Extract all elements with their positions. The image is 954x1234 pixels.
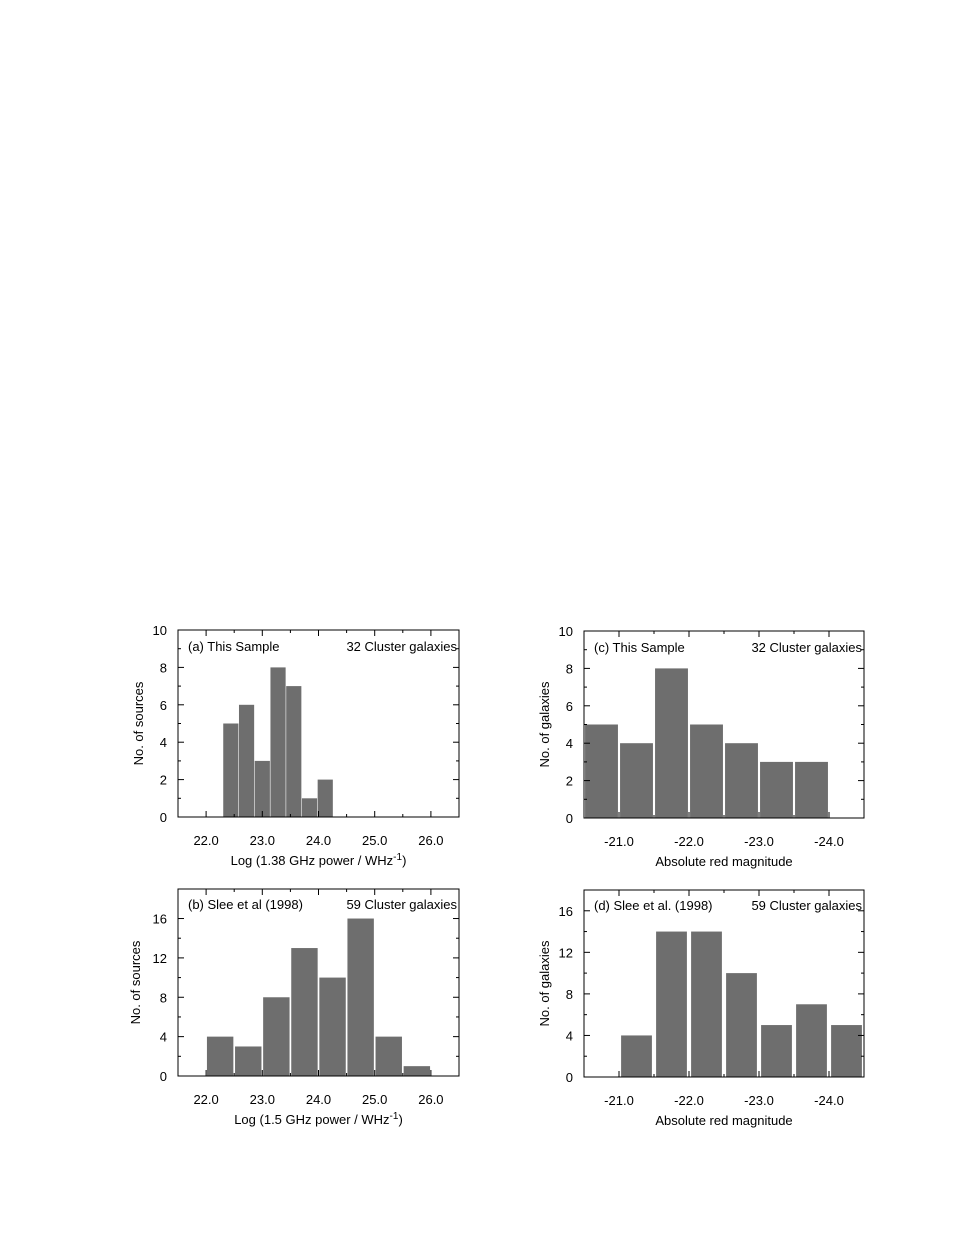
ytick-label-a-3: 6 — [160, 698, 167, 713]
ytick-label-a-2: 4 — [160, 735, 167, 750]
ytick-label-c-3: 6 — [566, 699, 573, 714]
bar-b-7 — [403, 1066, 431, 1076]
panel-b: 0 4 8 12 16 22.0 23.0 24.0 25.0 26.0 (b) Slee et a… — [128, 888, 460, 1128]
xtick-label-b-2: 24.0 — [306, 1092, 331, 1107]
ytick-label-b-4: 16 — [153, 912, 167, 927]
xtick-label-c-1: -22.0 — [674, 834, 704, 849]
bar-d-0 — [621, 1035, 652, 1077]
panel-a: 0 2 4 6 8 10 22.0 23.0 24.0 25.0 26.0 (a) This Samp… — [131, 623, 460, 869]
ytick-label-d-3: 12 — [559, 945, 573, 960]
ytick-label-d-4: 16 — [559, 904, 573, 919]
bar-c-6 — [795, 761, 828, 818]
bar-c-5 — [760, 761, 793, 818]
panel-count-annotation-d: 59 Cluster galaxies — [751, 898, 862, 913]
panel-annotation-a: (a) This Sample — [188, 639, 280, 654]
bar-d-6 — [831, 1025, 862, 1077]
ytick-label-c-1: 2 — [566, 774, 573, 789]
panel-d: 0 4 8 12 16 -21.0 -22.0 -23.0 -24.0 (d) Slee et a… — [537, 889, 865, 1128]
ytick-label-b-1: 4 — [160, 1030, 167, 1045]
bar-b-0 — [206, 1036, 234, 1076]
xlabel-c: Absolute red magnitude — [655, 854, 792, 869]
bar-a-2 — [254, 760, 270, 817]
ytick-label-c-5: 10 — [559, 624, 573, 639]
bar-b-6 — [375, 1036, 402, 1076]
bar-a-3 — [270, 667, 286, 817]
ytick-label-b-3: 12 — [153, 951, 167, 966]
bar-b-5 — [347, 918, 374, 1076]
xtick-label-d-1: -22.0 — [674, 1093, 704, 1108]
xtick-label-c-2: -23.0 — [744, 834, 774, 849]
bar-d-5 — [796, 1004, 827, 1077]
xtick-label-c-0: -21.0 — [604, 834, 634, 849]
panel-count-annotation-b: 59 Cluster galaxies — [346, 897, 457, 912]
bar-b-1 — [235, 1046, 262, 1076]
bar-d-3 — [726, 973, 757, 1077]
xtick-label-d-0: -21.0 — [604, 1093, 634, 1108]
ytick-label-d-0: 0 — [566, 1070, 573, 1085]
ytick-label-a-5: 10 — [153, 623, 167, 638]
ytick-label-b-0: 0 — [160, 1069, 167, 1084]
bar-c-4 — [725, 743, 758, 818]
xlabel-d: Absolute red magnitude — [655, 1113, 792, 1128]
xtick-label-d-3: -24.0 — [814, 1093, 844, 1108]
ytick-label-a-0: 0 — [160, 810, 167, 825]
xtick-label-a-3: 25.0 — [362, 833, 387, 848]
bar-d-4 — [761, 1025, 792, 1077]
ylabel-a: No. of sources — [131, 681, 146, 765]
bar-a-5 — [301, 798, 318, 817]
bar-c-0 — [585, 724, 618, 818]
ytick-label-d-2: 8 — [566, 987, 573, 1002]
ylabel-c: No. of galaxies — [537, 681, 552, 767]
ytick-label-c-2: 4 — [566, 736, 573, 751]
bar-d-1 — [656, 931, 687, 1077]
xtick-label-d-2: -23.0 — [744, 1093, 774, 1108]
bar-a-0 — [223, 723, 239, 817]
ytick-label-c-0: 0 — [566, 811, 573, 826]
bar-b-4 — [319, 977, 346, 1076]
bar-c-2 — [655, 668, 688, 818]
xtick-label-b-3: 25.0 — [362, 1092, 387, 1107]
xtick-label-a-2: 24.0 — [306, 833, 331, 848]
bar-c-3 — [690, 724, 723, 818]
xtick-label-b-1: 23.0 — [250, 1092, 275, 1107]
bar-a-1 — [238, 704, 255, 817]
bar-b-3 — [291, 948, 318, 1076]
ytick-label-c-4: 8 — [566, 661, 573, 676]
panel-c: 0 2 4 6 8 10 -21.0 -22.0 -23.0 -24.0 (c) This Samp… — [537, 624, 865, 869]
ylabel-d: No. of galaxies — [537, 940, 552, 1026]
xtick-label-a-1: 23.0 — [250, 833, 275, 848]
ylabel-b: No. of sources — [128, 940, 143, 1024]
xtick-label-a-0: 22.0 — [193, 833, 218, 848]
xtick-label-b-0: 22.0 — [193, 1092, 218, 1107]
panel-count-annotation-c: 32 Cluster galaxies — [751, 640, 862, 655]
panel-count-annotation-a: 32 Cluster galaxies — [346, 639, 457, 654]
panel-annotation-d: (d) Slee et al. (1998) — [594, 898, 713, 913]
ytick-label-d-1: 4 — [566, 1028, 573, 1043]
panel-annotation-c: (c) This Sample — [594, 640, 685, 655]
ytick-label-a-4: 8 — [160, 660, 167, 675]
xtick-label-a-4: 26.0 — [418, 833, 443, 848]
xlabel-b: Log (1.5 GHz power / WHz-1) — [234, 1111, 403, 1128]
bar-d-2 — [691, 931, 722, 1077]
bar-c-1 — [620, 743, 653, 818]
ytick-label-b-2: 8 — [160, 990, 167, 1005]
xtick-label-c-3: -24.0 — [814, 834, 844, 849]
xlabel-a: Log (1.38 GHz power / WHz-1) — [231, 852, 407, 869]
panel-annotation-b: (b) Slee et al (1998) — [188, 897, 303, 912]
bar-b-2 — [263, 997, 290, 1076]
ytick-label-a-1: 2 — [160, 773, 167, 788]
bar-a-6 — [317, 779, 333, 817]
bar-a-4 — [286, 686, 302, 817]
xtick-label-b-4: 26.0 — [418, 1092, 443, 1107]
